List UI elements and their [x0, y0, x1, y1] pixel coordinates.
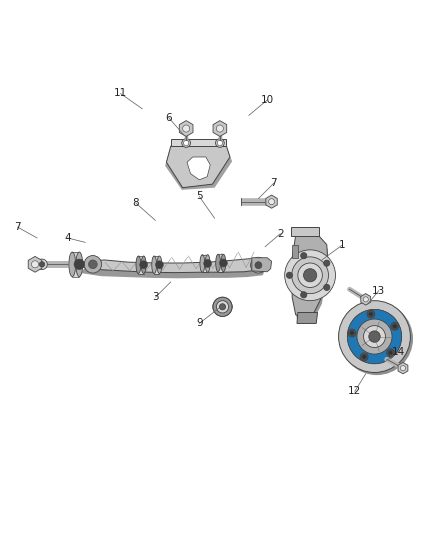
- Circle shape: [182, 139, 191, 147]
- Circle shape: [285, 250, 336, 301]
- Text: 3: 3: [152, 292, 159, 302]
- Polygon shape: [179, 120, 193, 136]
- Ellipse shape: [152, 256, 156, 273]
- Circle shape: [215, 139, 224, 147]
- Circle shape: [216, 125, 223, 132]
- Circle shape: [389, 351, 393, 355]
- Circle shape: [216, 301, 229, 313]
- Text: 1: 1: [338, 240, 345, 251]
- Text: 13: 13: [372, 286, 385, 296]
- Polygon shape: [292, 245, 298, 258]
- Circle shape: [387, 349, 395, 357]
- Circle shape: [357, 319, 392, 354]
- Ellipse shape: [76, 252, 83, 277]
- Circle shape: [392, 324, 397, 328]
- Ellipse shape: [157, 256, 162, 273]
- Polygon shape: [72, 252, 79, 277]
- Circle shape: [400, 366, 406, 370]
- Circle shape: [140, 261, 148, 269]
- Polygon shape: [292, 236, 328, 318]
- Ellipse shape: [205, 255, 210, 272]
- Circle shape: [74, 259, 85, 270]
- Circle shape: [324, 260, 330, 266]
- Circle shape: [369, 312, 373, 316]
- Circle shape: [184, 140, 189, 146]
- Text: 7: 7: [14, 222, 21, 232]
- Text: 10: 10: [261, 95, 274, 105]
- Text: 14: 14: [392, 347, 405, 357]
- Ellipse shape: [69, 252, 76, 277]
- Circle shape: [155, 261, 163, 269]
- Polygon shape: [138, 256, 144, 273]
- Polygon shape: [361, 294, 371, 305]
- Circle shape: [300, 292, 307, 298]
- Circle shape: [37, 259, 47, 270]
- Circle shape: [286, 272, 293, 278]
- Polygon shape: [252, 258, 272, 272]
- Polygon shape: [165, 150, 232, 190]
- Circle shape: [360, 353, 368, 361]
- Circle shape: [219, 259, 227, 267]
- Polygon shape: [398, 362, 408, 374]
- Polygon shape: [28, 256, 42, 272]
- Circle shape: [339, 301, 410, 373]
- Circle shape: [348, 329, 356, 337]
- Text: 8: 8: [132, 198, 139, 208]
- Polygon shape: [297, 312, 318, 324]
- Circle shape: [324, 284, 330, 290]
- Circle shape: [362, 354, 366, 359]
- Ellipse shape: [221, 254, 226, 272]
- Ellipse shape: [136, 256, 141, 273]
- Circle shape: [363, 297, 368, 302]
- Circle shape: [255, 262, 262, 269]
- Circle shape: [219, 304, 226, 310]
- Text: 6: 6: [165, 112, 172, 123]
- Polygon shape: [154, 256, 159, 273]
- Text: 4: 4: [64, 233, 71, 243]
- Circle shape: [217, 140, 223, 146]
- Ellipse shape: [200, 255, 205, 272]
- Circle shape: [347, 310, 402, 364]
- Circle shape: [367, 310, 375, 318]
- Polygon shape: [266, 195, 277, 208]
- Text: 5: 5: [196, 191, 203, 201]
- Ellipse shape: [215, 254, 220, 272]
- Text: 12: 12: [348, 386, 361, 397]
- Polygon shape: [218, 254, 223, 272]
- Circle shape: [304, 269, 317, 282]
- Circle shape: [251, 257, 266, 273]
- Circle shape: [340, 302, 413, 375]
- Polygon shape: [293, 240, 328, 322]
- Polygon shape: [187, 157, 210, 180]
- Polygon shape: [213, 120, 227, 136]
- Circle shape: [369, 331, 380, 342]
- Circle shape: [84, 255, 102, 273]
- Polygon shape: [171, 140, 226, 146]
- Circle shape: [298, 263, 322, 287]
- Circle shape: [204, 260, 212, 268]
- Circle shape: [213, 297, 232, 317]
- Circle shape: [391, 322, 399, 330]
- Text: 7: 7: [270, 178, 277, 188]
- Text: 9: 9: [196, 318, 203, 328]
- Circle shape: [39, 262, 45, 267]
- Text: 11: 11: [114, 88, 127, 99]
- Polygon shape: [166, 146, 230, 188]
- Circle shape: [292, 257, 328, 294]
- Circle shape: [32, 261, 39, 268]
- Circle shape: [300, 253, 307, 259]
- Circle shape: [350, 331, 354, 335]
- Ellipse shape: [141, 256, 146, 273]
- Polygon shape: [202, 255, 208, 272]
- Circle shape: [364, 326, 385, 348]
- Text: 2: 2: [277, 229, 284, 239]
- Circle shape: [347, 310, 402, 364]
- Polygon shape: [80, 259, 265, 273]
- Circle shape: [88, 260, 97, 269]
- Polygon shape: [81, 265, 266, 278]
- Circle shape: [268, 199, 275, 205]
- Polygon shape: [291, 227, 319, 236]
- Circle shape: [183, 125, 190, 132]
